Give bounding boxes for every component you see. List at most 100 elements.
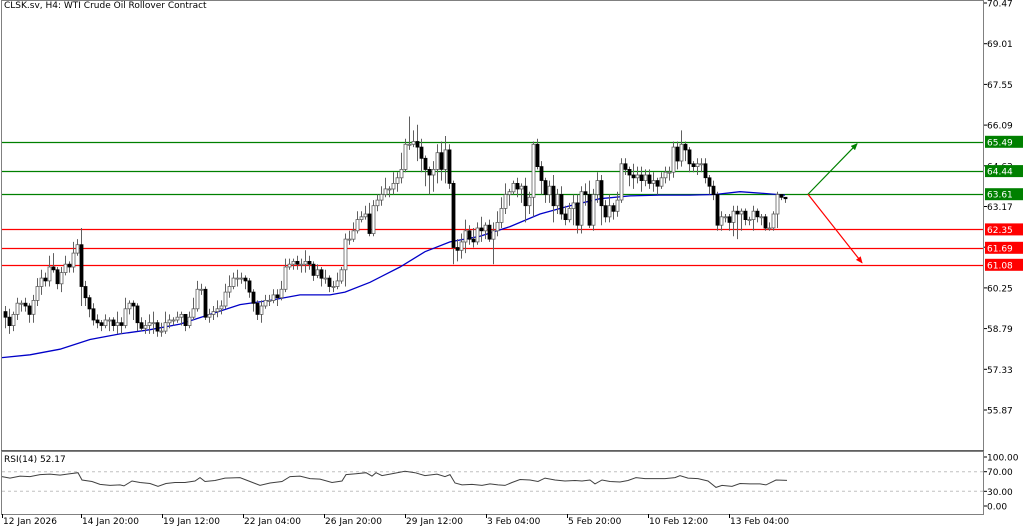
- price-tick-label: 57.33: [987, 366, 1013, 376]
- bull-candle: [159, 330, 164, 333]
- bull-candle: [235, 277, 240, 280]
- price-tick-label: 67.55: [987, 81, 1013, 91]
- bull-candle: [31, 299, 36, 315]
- bear-candle: [447, 149, 452, 184]
- price-axis[interactable]: 70.4769.0167.5566.0964.6363.1761.7160.25…: [984, 0, 1013, 417]
- time-tick-label: 19 Jan 12:00: [163, 517, 220, 527]
- bull-candle: [579, 191, 584, 226]
- bull-candle: [343, 238, 348, 271]
- bull-candle: [643, 174, 648, 181]
- time-tick-label: 26 Jan 20:00: [325, 517, 382, 527]
- time-tick-label: 29 Jan 12:00: [406, 517, 463, 527]
- bear-candle: [631, 174, 636, 179]
- bear-candle: [111, 319, 116, 326]
- bull-candle: [699, 163, 704, 166]
- bull-candle: [679, 143, 684, 162]
- bear-candle: [415, 141, 420, 148]
- chart-frame: [1, 0, 984, 515]
- time-tick-label: 14 Jan 20:00: [82, 517, 139, 527]
- bull-candle: [695, 163, 700, 168]
- bull-candle: [459, 241, 464, 251]
- bear-candle: [439, 152, 444, 170]
- bull-candle: [567, 208, 572, 221]
- bull-candle: [383, 188, 388, 195]
- bull-candle: [759, 216, 764, 219]
- bear-candle: [251, 291, 256, 304]
- bull-candle: [463, 230, 468, 243]
- rsi-tick-label: 70.00: [987, 468, 1013, 478]
- bear-candle: [87, 297, 92, 310]
- bull-candle: [659, 177, 664, 187]
- bear-candle: [655, 180, 660, 187]
- bull-candle: [39, 277, 44, 287]
- bull-candle: [767, 227, 772, 230]
- bear-candle: [311, 263, 316, 276]
- bull-candle: [279, 288, 284, 299]
- price-tag-label: 64.44: [987, 168, 1013, 178]
- bull-candle: [507, 191, 512, 195]
- bear-candle: [419, 146, 424, 159]
- bull-candle: [371, 205, 376, 234]
- bullish-arrow-icon: [807, 143, 858, 195]
- bear-candle: [735, 210, 740, 215]
- bull-candle: [503, 194, 508, 209]
- bear-candle: [471, 238, 476, 243]
- bull-candle: [595, 180, 600, 195]
- price-tag-label: 62.35: [987, 226, 1013, 236]
- bull-candle: [351, 230, 356, 240]
- bull-candle: [151, 322, 156, 325]
- bull-candle: [63, 263, 68, 274]
- rsi-indicator-label: RSI(14) 52.17: [4, 455, 66, 465]
- bull-candle: [571, 202, 576, 209]
- bear-candle: [755, 210, 760, 218]
- bull-candle: [403, 143, 408, 170]
- bear-candle: [95, 319, 100, 324]
- bull-candle: [607, 205, 612, 218]
- bull-candle: [331, 286, 336, 288]
- rsi-pane[interactable]: 100.00 70.00 30.00 0.00: [1, 454, 1019, 513]
- bear-candle: [319, 269, 324, 279]
- time-axis[interactable]: 12 Jan 2026 14 Jan 20:00 19 Jan 12:00 22 Ja…: [2, 514, 790, 527]
- bear-candle: [83, 286, 88, 299]
- bull-candle: [395, 177, 400, 184]
- bull-candle: [263, 299, 268, 307]
- bear-candle: [687, 149, 692, 165]
- bear-candle: [707, 177, 712, 187]
- rsi-tick-label: 100.00: [987, 454, 1019, 464]
- moving-average-line: [1, 191, 786, 359]
- bull-candle: [323, 277, 328, 280]
- bear-candle: [691, 163, 696, 168]
- bull-candle: [671, 146, 676, 173]
- bear-candle: [467, 230, 472, 240]
- bear-candle: [455, 247, 460, 251]
- bull-candle: [167, 319, 172, 324]
- bear-candle: [599, 180, 604, 207]
- bearish-arrow-icon: [807, 193, 863, 264]
- bear-candle: [583, 191, 588, 195]
- bear-candle: [675, 146, 680, 162]
- price-tag-65.49: [985, 135, 1023, 148]
- bull-candle: [267, 299, 272, 302]
- bear-candle: [611, 205, 616, 212]
- bear-candle: [535, 143, 540, 168]
- bear-candle: [703, 163, 708, 179]
- bull-candle: [187, 316, 192, 327]
- bear-candle: [563, 213, 568, 220]
- price-tick-label: 70.47: [987, 0, 1013, 10]
- bull-candle: [227, 286, 232, 293]
- bull-candle: [35, 286, 40, 301]
- bull-candle: [143, 325, 148, 329]
- bull-candle: [59, 272, 64, 285]
- bear-candle: [427, 168, 432, 176]
- time-tick-label: 3 Feb 04:00: [487, 517, 541, 527]
- bull-candle: [191, 308, 196, 318]
- candlesticks: [3, 116, 788, 337]
- bull-candle: [407, 143, 412, 146]
- bear-candle: [423, 157, 428, 170]
- bear-candle: [779, 194, 784, 198]
- bear-candle: [711, 185, 716, 195]
- bull-candle: [147, 322, 152, 326]
- bear-candle: [275, 294, 280, 299]
